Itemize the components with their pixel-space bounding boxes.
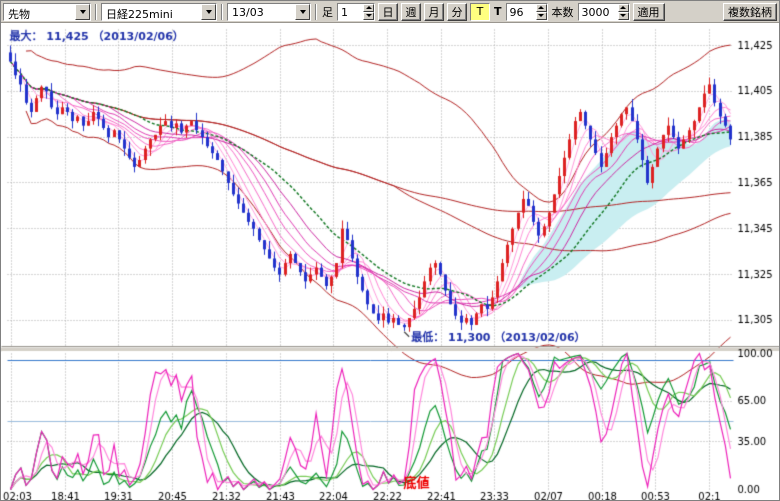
- toolbar-separator: [221, 3, 223, 20]
- toolbar-separator: [95, 3, 97, 20]
- bars-count-stepper[interactable]: 3000: [577, 2, 630, 21]
- interval-value: 1: [341, 5, 348, 19]
- chart-area: [1, 23, 779, 500]
- contract-month-select[interactable]: 13/03: [227, 2, 311, 21]
- chevron-down-icon[interactable]: [75, 3, 90, 20]
- candlestick-chart-canvas[interactable]: [1, 23, 779, 500]
- period-day-button[interactable]: 日: [378, 2, 398, 21]
- tick-label: T: [494, 5, 502, 18]
- spin-down-icon[interactable]: [363, 11, 374, 20]
- ashi-label: 足: [322, 5, 333, 19]
- spin-up-icon[interactable]: [535, 3, 547, 12]
- spin-up-icon[interactable]: [363, 3, 374, 12]
- symbol-select[interactable]: 日経225mini: [101, 2, 217, 21]
- tick-count-value: 96: [509, 5, 524, 19]
- spin-up-icon[interactable]: [617, 3, 629, 12]
- period-minute-button[interactable]: 分: [447, 2, 467, 21]
- spin-down-icon[interactable]: [617, 11, 629, 20]
- instrument-type-select[interactable]: 先物: [3, 2, 91, 21]
- period-month-button[interactable]: 月: [424, 2, 444, 21]
- instrument-type-value: 先物: [8, 7, 30, 20]
- chevron-down-icon[interactable]: [295, 3, 310, 20]
- spin-down-icon[interactable]: [535, 11, 547, 20]
- period-week-button[interactable]: 週: [401, 2, 421, 21]
- contract-month-value: 13/03: [232, 5, 264, 19]
- bars-count-value: 3000: [581, 5, 610, 19]
- period-tick-button[interactable]: T: [470, 2, 490, 21]
- apply-button[interactable]: 適用: [632, 2, 665, 21]
- tick-count-stepper[interactable]: 96: [505, 2, 548, 21]
- toolbar: 先物 日経225mini 13/03 足 1 日 週 月 分 T T: [1, 1, 779, 23]
- symbol-value: 日経225mini: [106, 7, 173, 20]
- toolbar-separator: [315, 3, 317, 20]
- interval-stepper[interactable]: 1: [337, 2, 375, 21]
- bars-label: 本数: [551, 5, 574, 19]
- chevron-down-icon[interactable]: [201, 3, 216, 20]
- multi-symbol-button[interactable]: 複数銘柄: [723, 2, 777, 21]
